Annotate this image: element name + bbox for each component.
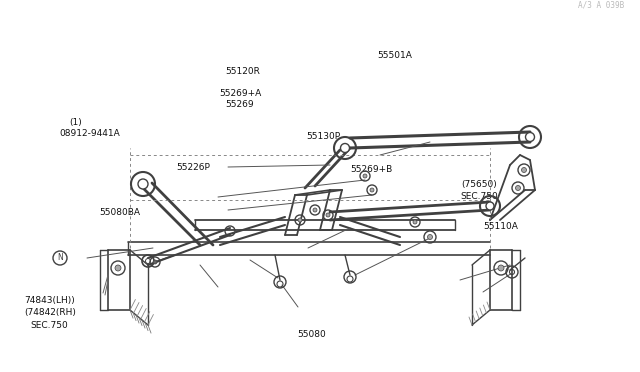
- Text: SEC.750: SEC.750: [31, 321, 68, 330]
- Text: (74842(RH): (74842(RH): [24, 308, 76, 317]
- Circle shape: [313, 208, 317, 212]
- Circle shape: [153, 260, 157, 264]
- Circle shape: [525, 132, 534, 141]
- Text: 55080BA: 55080BA: [99, 208, 140, 217]
- Text: 55501A: 55501A: [378, 51, 412, 60]
- Circle shape: [138, 179, 148, 189]
- Text: (75650): (75650): [461, 180, 497, 189]
- Circle shape: [115, 265, 121, 271]
- Circle shape: [363, 174, 367, 178]
- Text: A/3 A 039B: A/3 A 039B: [578, 0, 624, 9]
- Text: 08912-9441A: 08912-9441A: [59, 129, 120, 138]
- Text: 55110A: 55110A: [483, 222, 518, 231]
- Circle shape: [428, 234, 433, 240]
- Circle shape: [326, 213, 330, 217]
- Text: 55120R: 55120R: [225, 67, 260, 76]
- Text: 74843(LH)): 74843(LH)): [24, 296, 75, 305]
- Circle shape: [515, 186, 520, 190]
- Circle shape: [145, 259, 150, 263]
- Text: (1): (1): [69, 118, 82, 127]
- Circle shape: [298, 218, 302, 222]
- Text: 55269: 55269: [225, 100, 254, 109]
- Circle shape: [413, 220, 417, 224]
- Text: N: N: [57, 253, 63, 263]
- Text: SEC.750: SEC.750: [461, 192, 499, 201]
- Circle shape: [486, 202, 494, 210]
- Circle shape: [370, 188, 374, 192]
- Circle shape: [522, 167, 527, 173]
- Circle shape: [498, 265, 504, 271]
- Text: 55130P: 55130P: [306, 132, 340, 141]
- Text: 55269+B: 55269+B: [351, 165, 393, 174]
- Text: 55269+A: 55269+A: [219, 89, 261, 98]
- Text: 55226P: 55226P: [176, 163, 210, 172]
- Text: 55080: 55080: [298, 330, 326, 339]
- Circle shape: [340, 144, 349, 153]
